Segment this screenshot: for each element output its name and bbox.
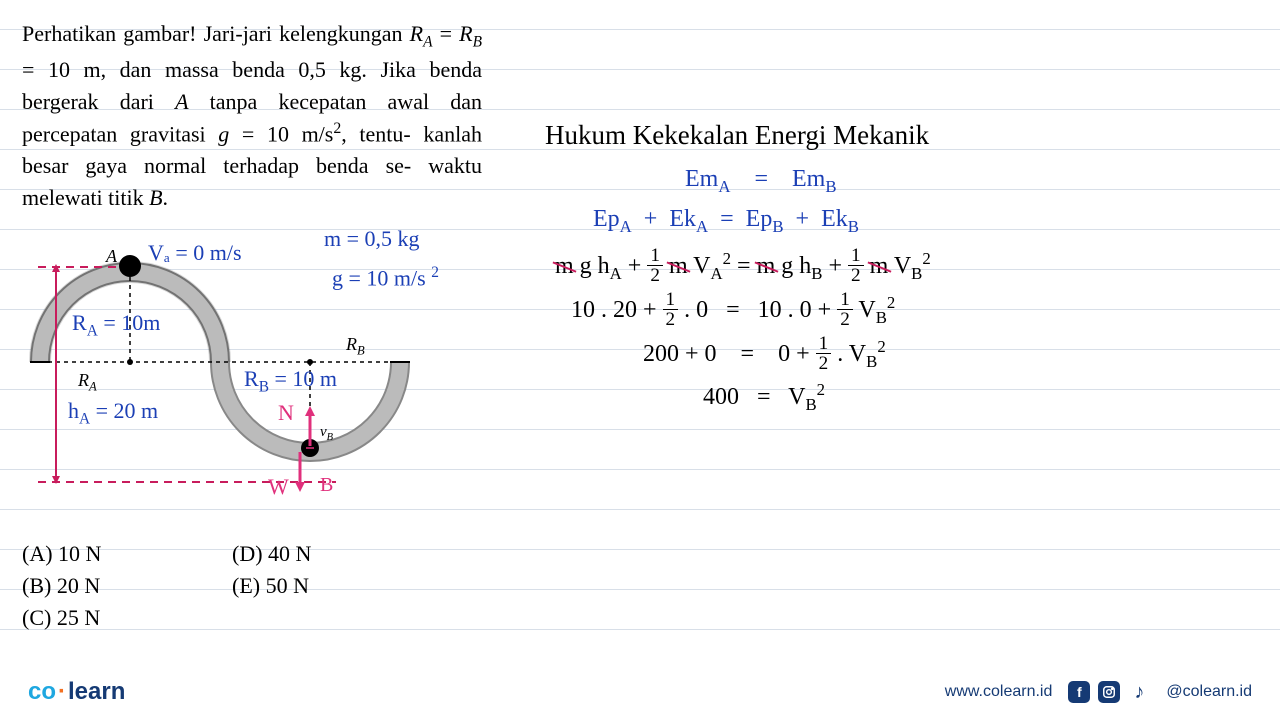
annot-VA: Vₐ = 0 m/s xyxy=(148,240,242,266)
footer: co·learn www.colearn.id f ♪ @colearn.id xyxy=(0,664,1280,720)
choice-D: (D) 40 N xyxy=(232,538,311,570)
choice-E: (E) 50 N xyxy=(232,570,311,602)
social-icons: f ♪ xyxy=(1068,681,1150,703)
label-RB: RB xyxy=(346,334,365,359)
tiktok-icon[interactable]: ♪ xyxy=(1128,681,1150,703)
annot-B: B xyxy=(320,474,333,497)
instagram-icon[interactable] xyxy=(1098,681,1120,703)
sol-line3: m g hA + 12 m VA2 = m g hB + 12 m VB2 xyxy=(555,248,931,287)
annot-W: W xyxy=(268,474,289,500)
footer-handle: @colearn.id xyxy=(1166,683,1252,701)
annot-RA: RA = 10m xyxy=(72,310,160,340)
logo-co: co xyxy=(28,678,56,705)
annot-hA: hA = 20 m xyxy=(68,398,158,428)
choice-C: (C) 25 N xyxy=(22,602,101,634)
sol-line4: 10 . 20 + 12 . 0 = 10 . 0 + 12 VB2 xyxy=(571,292,895,331)
annot-g: g = 10 m/s 2 xyxy=(332,264,439,291)
label-RA: RA xyxy=(78,370,97,395)
choice-B: (B) 20 N xyxy=(22,570,101,602)
brand-logo: co·learn xyxy=(28,678,125,706)
sol-line6: 400 = VB2 xyxy=(703,380,825,415)
facebook-icon[interactable]: f xyxy=(1068,681,1090,703)
sol-line1: EmA = EmB xyxy=(685,166,837,197)
label-A: A xyxy=(106,246,117,267)
sol-line5: 200 + 0 = 0 + 12 . VB2 xyxy=(643,336,886,375)
annot-RB: RB = 10 m xyxy=(244,366,337,396)
logo-learn: learn xyxy=(68,678,125,705)
label-vB: vB xyxy=(320,424,333,443)
physics-diagram: A RA RB vB Vₐ = 0 m/s RA = 10m RB = 10 m… xyxy=(20,222,490,532)
annot-N: N xyxy=(278,400,294,426)
choices-col2: (D) 40 N (E) 50 N xyxy=(232,538,311,602)
footer-url: www.colearn.id xyxy=(945,683,1053,701)
problem-text: Perhatikan gambar! Jari-jari kelengkunga… xyxy=(22,18,482,214)
choices-col1: (A) 10 N (B) 20 N (C) 25 N xyxy=(22,538,101,634)
sol-line2: EpA + EkA = EpB + EkB xyxy=(593,206,859,237)
solution-title: Hukum Kekekalan Energi Mekanik xyxy=(545,120,929,151)
annot-m: m = 0,5 kg xyxy=(324,226,420,252)
choice-A: (A) 10 N xyxy=(22,538,101,570)
